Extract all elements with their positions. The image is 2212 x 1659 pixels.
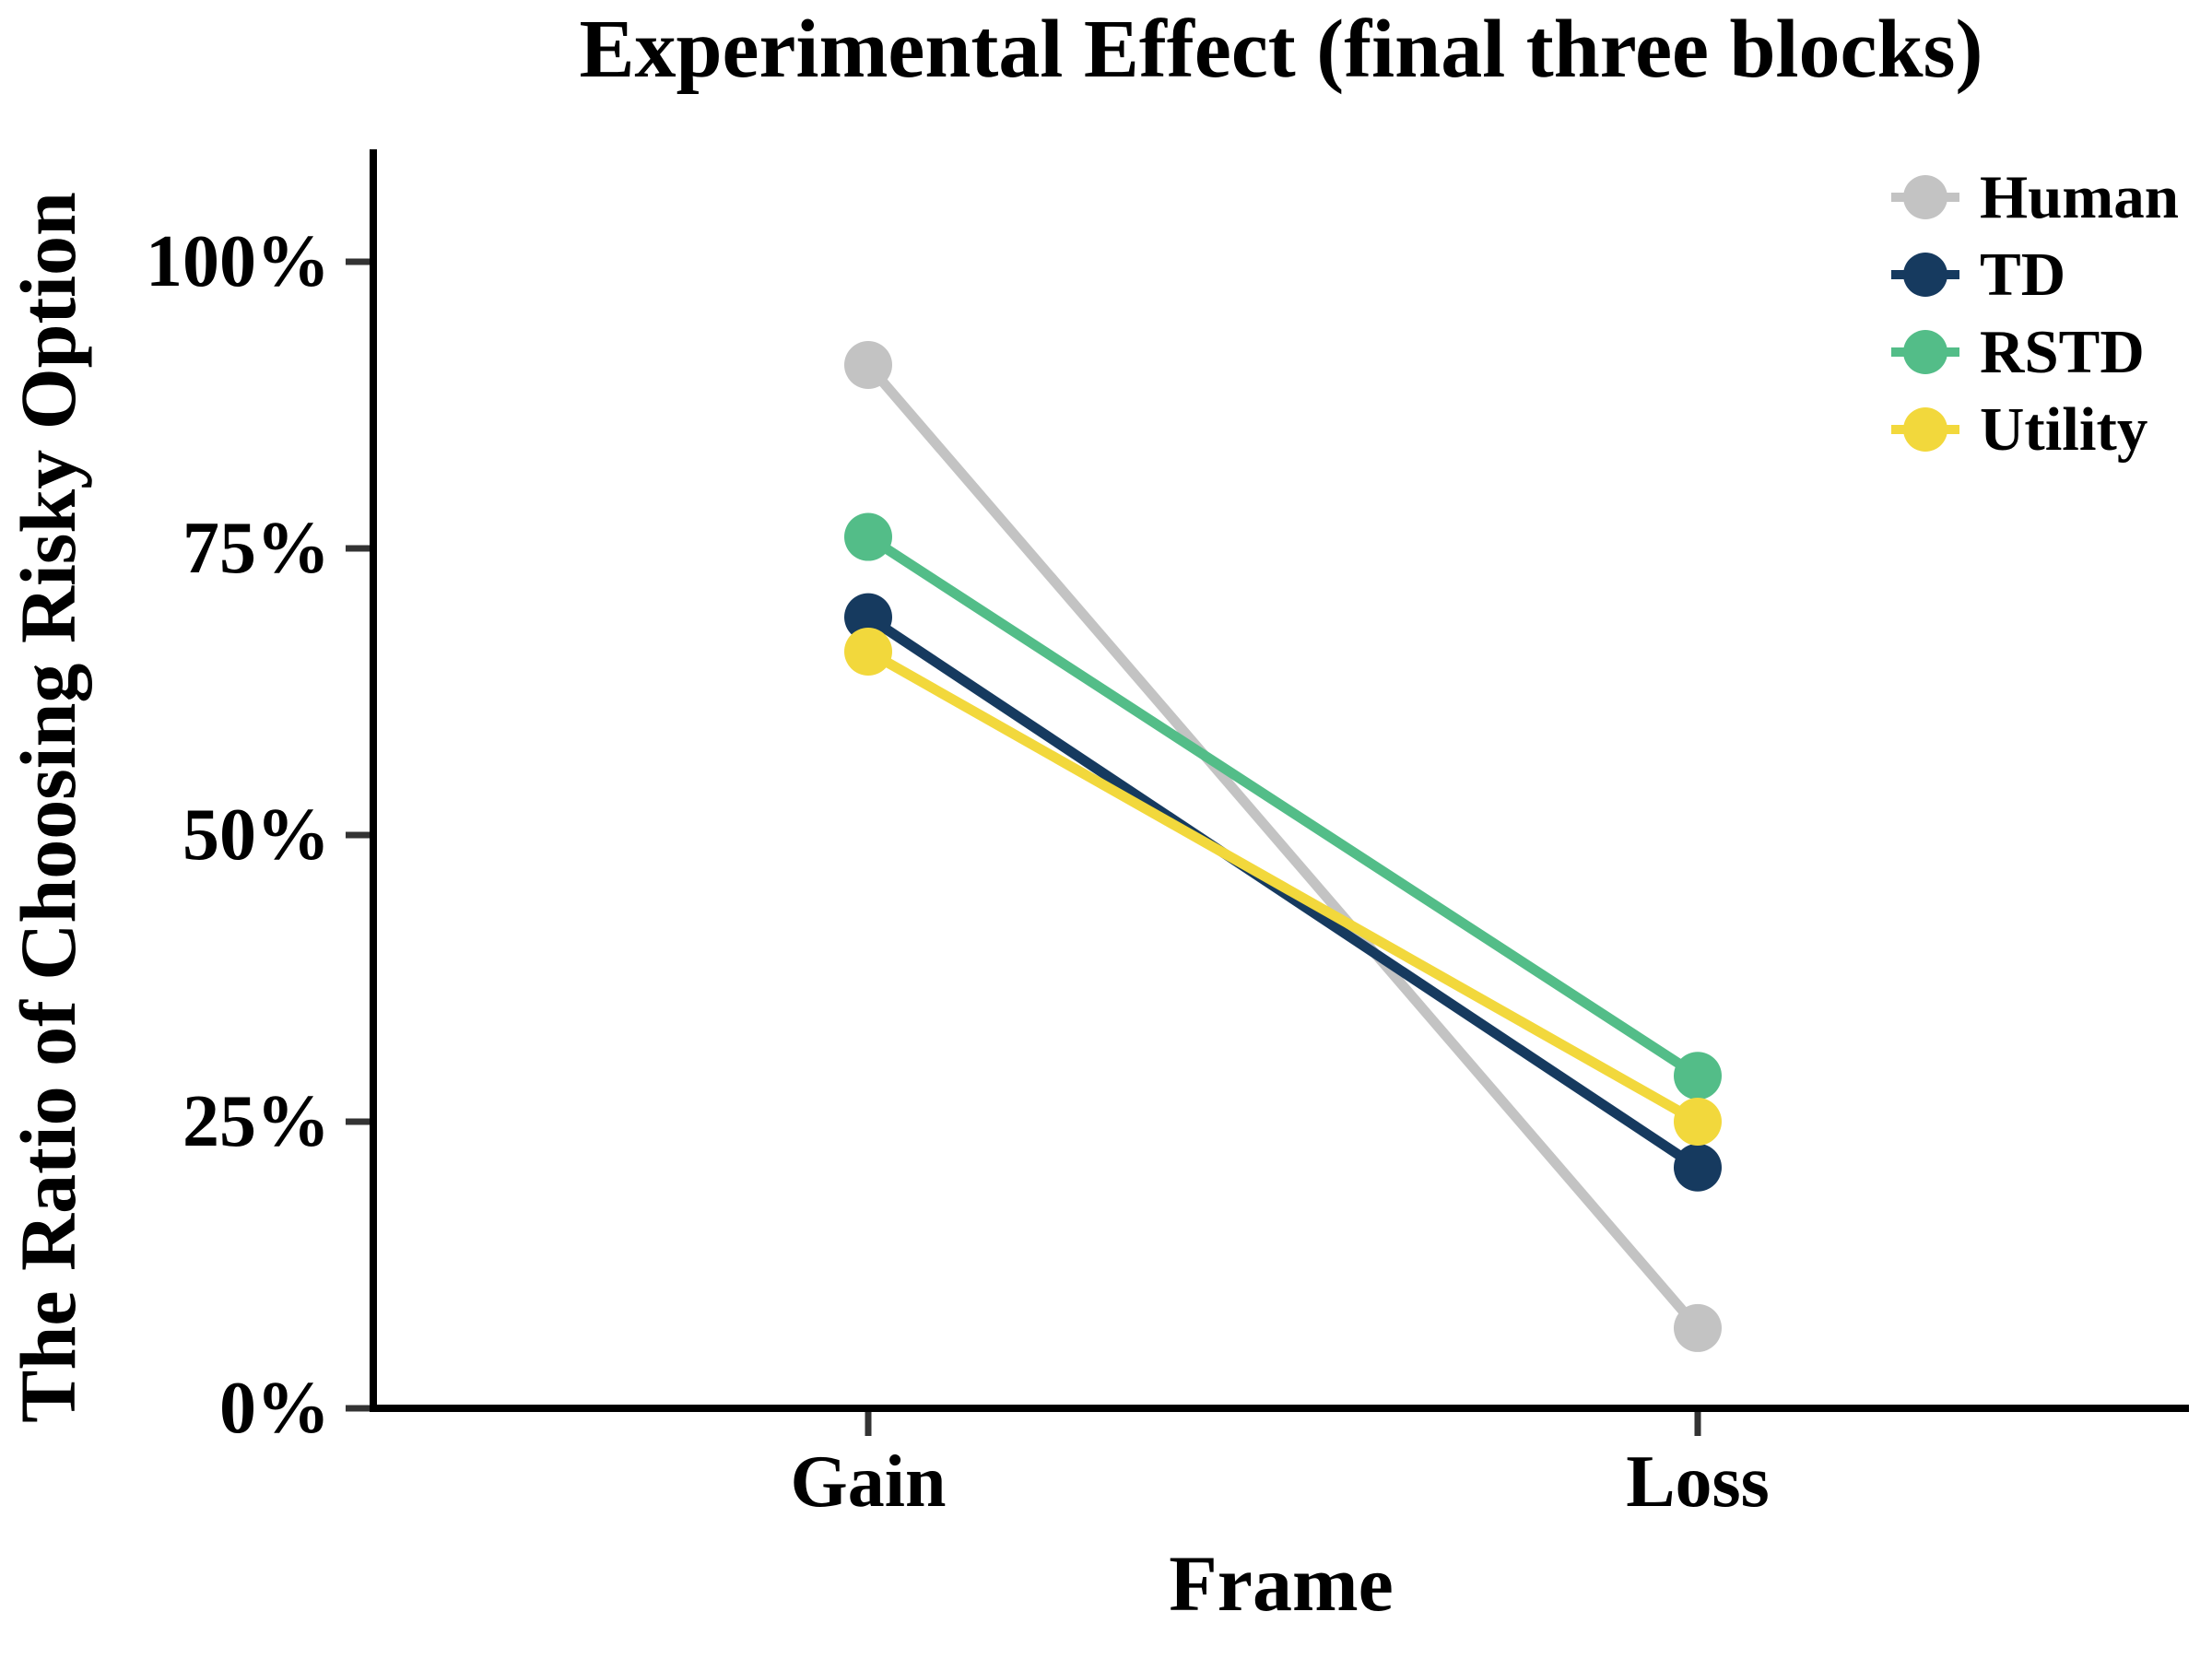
legend-label: Human [1980,162,2179,231]
legend-row-human: Human [1891,159,2179,236]
y-tick-label-50: 50% [182,794,330,876]
legend-label: TD [1980,240,2066,309]
data-point-rstd [1674,1052,1722,1100]
data-point-td [1674,1143,1722,1192]
y-tick-label-0: 0% [219,1368,330,1449]
legend-marker-icon [1891,330,1959,374]
series-line-rstd [865,532,1700,1080]
legend-row-utility: Utility [1891,391,2179,468]
data-point-utility [844,627,892,676]
series-line-utility [865,647,1700,1126]
y-tick-label-75: 75% [182,508,330,589]
y-tick-label-100: 100% [146,221,330,302]
y-tick-label-25: 25% [182,1081,330,1162]
legend-marker-icon [1891,407,1959,452]
legend-marker-icon [1891,253,1959,297]
legend-label: Utility [1980,394,2148,464]
data-point-human [1674,1303,1722,1352]
chart-title: Experimental Effect (final three blocks) [579,4,1983,95]
legend-row-rstd: RSTD [1891,313,2179,391]
x-axis-title: Frame [1169,1539,1394,1628]
legend-row-td: TD [1891,236,2179,313]
legend-marker-icon [1891,175,1959,219]
data-point-td [844,593,892,641]
legend: Human TD RSTD Utility [1891,159,2179,468]
x-tick-label-gain: Gain [790,1441,947,1523]
x-tick-label-loss: Loss [1626,1441,1770,1523]
data-point-utility [1674,1098,1722,1146]
data-point-rstd [844,512,892,561]
data-point-human [844,340,892,389]
series-line-human [864,361,1702,1332]
legend-label: RSTD [1980,317,2145,386]
